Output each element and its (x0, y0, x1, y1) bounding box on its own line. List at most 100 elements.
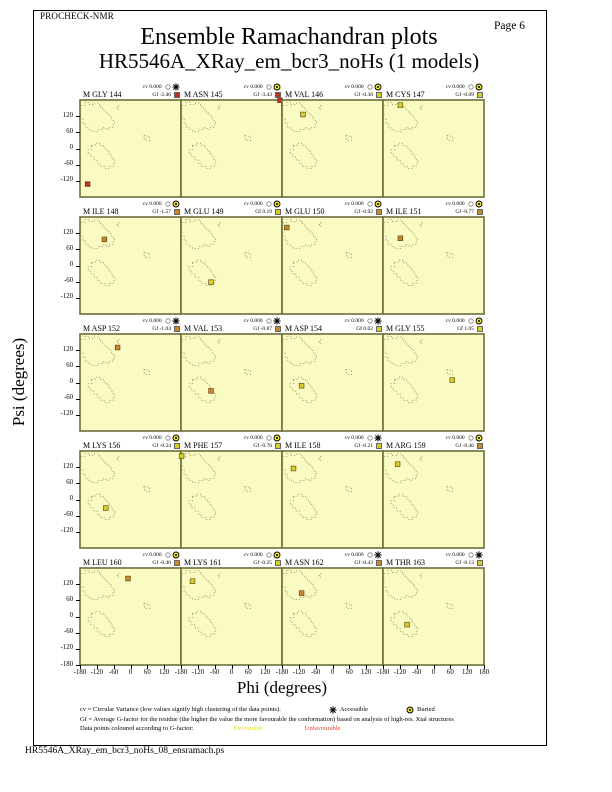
favourable-region-contours (282, 336, 352, 403)
tick-mark (450, 665, 452, 669)
plot-frame (180, 450, 283, 549)
model-circle-icon (164, 84, 171, 90)
contour-dots (318, 573, 322, 578)
tick-mark (76, 164, 80, 166)
tick-mark (197, 665, 199, 669)
cv-line: cv 0.000 (143, 317, 180, 325)
plot-frame (281, 216, 384, 315)
gf-colour-swatch (476, 559, 483, 567)
model-circle-icon (467, 84, 474, 90)
ramachandran-plot (382, 99, 485, 198)
residue-label: M ASN 145 (184, 90, 223, 99)
tick-label: -180 (275, 669, 289, 676)
model-circle-icon (467, 201, 474, 207)
model-circle-icon (265, 552, 272, 558)
tick-mark (248, 665, 250, 669)
cv-gf-block: cv 0.000 Gf -0.24 (143, 434, 180, 450)
plot-frame (382, 567, 485, 666)
contour-dots (217, 222, 221, 227)
tick-label: -120 (60, 527, 73, 535)
tick-label: -120 (90, 669, 104, 676)
tick-mark (76, 531, 80, 533)
buried-icon (475, 434, 483, 442)
data-point (125, 575, 131, 582)
contour-dots (419, 222, 423, 227)
tick-label: -60 (63, 628, 73, 636)
cv-gf-block: cv 0.000 Gf -3.43 (244, 83, 281, 99)
favourable-region-contours (80, 102, 150, 169)
model-circle-icon (265, 84, 272, 90)
residue-cell: M ASP 152 cv 0.000 Gf -1.04 (79, 317, 182, 432)
residue-header: M THR 163 cv 0.000 Gf -0.13 (383, 551, 484, 568)
ramachandran-plot (281, 99, 384, 198)
cv-line: cv 0.000 (345, 551, 382, 559)
tick-label: 0 (69, 261, 73, 268)
tick-mark (113, 665, 115, 669)
residue-label: M ILE 148 (83, 207, 119, 216)
tick-mark (366, 665, 368, 669)
tick-mark (231, 665, 233, 669)
page-number: Page 6 (494, 20, 525, 32)
residue-header: M ILE 148 cv 0.000 Gf -1.57 (80, 200, 181, 217)
plot-frame (382, 216, 485, 315)
favourable-region-contours (383, 453, 453, 520)
gf-colour-swatch (274, 91, 281, 99)
legend-accessible-label: Accessible (339, 706, 368, 713)
model-circle-icon (164, 201, 171, 207)
tick-mark (181, 665, 182, 669)
cv-line: cv 0.000 (446, 83, 483, 91)
tick-label: -120 (60, 644, 73, 652)
cv-line: cv 0.000 (143, 200, 180, 208)
cv-gf-block: cv 0.000 Gf -0.77 (446, 200, 483, 216)
residue-cell: M LYS 156 cv 0.000 Gf -0.24 (79, 434, 182, 549)
favourable-region-contours (80, 453, 150, 520)
gf-colour-swatch (375, 208, 382, 216)
residue-cell: M ASN 162 cv 0.000 Gf -0.43 (281, 551, 384, 666)
cv-line: cv 0.000 (446, 317, 483, 325)
accessible-icon (329, 705, 337, 714)
buried-icon (273, 551, 281, 559)
plot-frame (180, 99, 283, 198)
plot-frame (79, 99, 182, 198)
gf-colour-swatch (274, 208, 281, 216)
tick-mark (76, 414, 80, 416)
residue-label: M ILE 158 (285, 441, 321, 450)
data-point (397, 235, 404, 241)
cv-line: cv 0.000 (446, 551, 483, 559)
favourable-region-contours (282, 102, 352, 169)
contour-dots (318, 222, 322, 227)
residue-header: M ASP 152 cv 0.000 Gf -1.04 (80, 317, 181, 334)
data-point (394, 461, 401, 467)
tick-mark (349, 665, 351, 669)
contour-dots (116, 339, 120, 344)
cv-line: cv 0.000 (143, 434, 180, 442)
tick-label: 120 (260, 669, 271, 676)
ramachandran-plot (180, 333, 283, 432)
residue-label: M ASN 162 (285, 558, 324, 567)
tick-label: 0 (69, 144, 73, 151)
model-circle-icon (265, 318, 272, 324)
cv-gf-block: cv 0.000 Gf 0.02 (345, 317, 382, 333)
residue-cell: M ILE 158 cv 0.000 Gf -0.21 (281, 434, 384, 549)
favourable-region-contours (383, 102, 453, 169)
accessible-icon (374, 434, 382, 442)
tick-mark (315, 665, 317, 669)
gf-colour-swatch (375, 442, 382, 450)
buried-icon (374, 200, 382, 208)
gf-colour-swatch (173, 91, 180, 99)
cv-gf-block: cv 0.000 Gf -0.25 (244, 551, 281, 567)
legend-colour-line: Data points coloured according to G-fact… (80, 724, 540, 734)
tick-label: 60 (66, 244, 73, 252)
buried-icon (406, 705, 417, 715)
ramachandran-plot (79, 333, 182, 432)
plot-frame (281, 567, 384, 666)
residue-cell: M GLY 155 cv 0.000 Gf 1.05 (382, 317, 485, 432)
tick-mark (282, 665, 283, 669)
gf-colour-swatch (173, 325, 180, 333)
tick-label: -120 (60, 293, 73, 301)
favourable-region-contours (383, 219, 453, 286)
tick-label: 60 (66, 127, 73, 135)
tick-mark (383, 665, 384, 669)
page-subtitle: HR5546A_XRay_em_bcr3_noHs (1 models) (98, 49, 480, 73)
